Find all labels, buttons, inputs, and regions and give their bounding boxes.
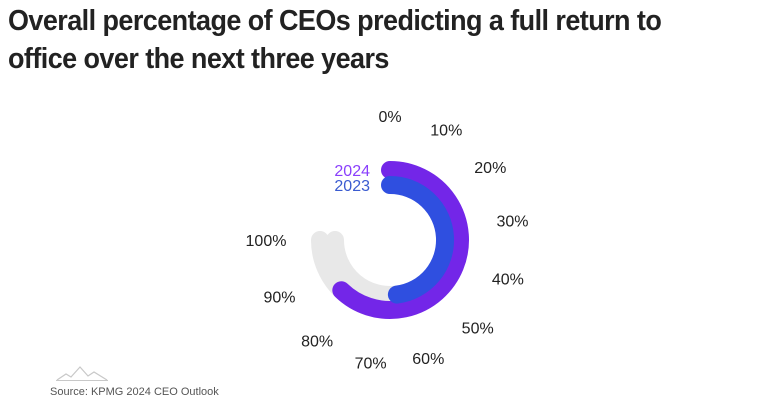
tick-label: 10%	[430, 123, 462, 140]
tick-label: 30%	[496, 214, 528, 231]
track-2023	[326, 231, 409, 304]
tick-label-group: 0% 10% 20% 30% 40% 50% 60% 70% 80% 90% 100%	[246, 109, 529, 373]
tick-label: 0%	[378, 109, 401, 126]
bar-group	[332, 161, 469, 319]
series-label-2023: 2023	[334, 178, 370, 195]
tick-label: 90%	[263, 289, 295, 306]
tick-label: 100%	[246, 233, 287, 250]
tick-label: 60%	[412, 351, 444, 368]
bar-2024[interactable]	[332, 161, 469, 319]
tick-label: 40%	[492, 271, 524, 288]
chart-title: Overall percentage of CEOs predicting a …	[8, 5, 662, 75]
series-label-2024: 2024	[334, 163, 370, 180]
source-note: Source: KPMG 2024 CEO Outlook	[50, 386, 219, 398]
tick-label: 70%	[355, 356, 387, 373]
tick-label: 80%	[301, 333, 333, 350]
tick-label: 50%	[462, 321, 494, 338]
mountain-logo-icon	[56, 366, 108, 381]
bar-2023[interactable]	[381, 176, 455, 304]
tick-label: 20%	[474, 160, 506, 177]
